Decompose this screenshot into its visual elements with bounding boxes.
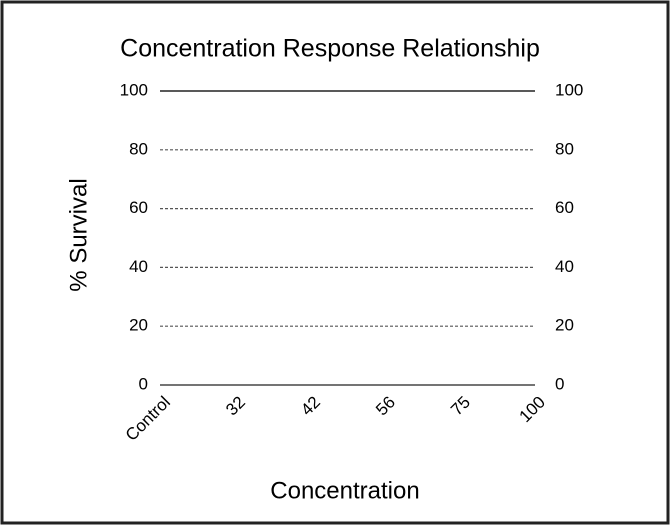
y-tick-label: 60 — [129, 198, 148, 217]
y-tick-label: 20 — [129, 316, 148, 335]
y-tick-label: 100 — [120, 80, 148, 99]
y-tick-label: 40 — [129, 257, 148, 276]
y2-tick-label: 100 — [555, 80, 583, 99]
y2-tick-label: 0 — [555, 374, 564, 393]
chart-title: Concentration Response Relationship — [120, 35, 540, 63]
y-axis-label: % Survival — [65, 178, 92, 291]
x-axis-label: Concentration — [270, 477, 419, 504]
y2-tick-label: 80 — [555, 139, 574, 158]
y-tick-label: 0 — [139, 374, 148, 393]
y2-tick-label: 60 — [555, 198, 574, 217]
y2-tick-label: 20 — [555, 316, 574, 335]
y-tick-label: 80 — [129, 139, 148, 158]
y2-tick-label: 40 — [555, 257, 574, 276]
